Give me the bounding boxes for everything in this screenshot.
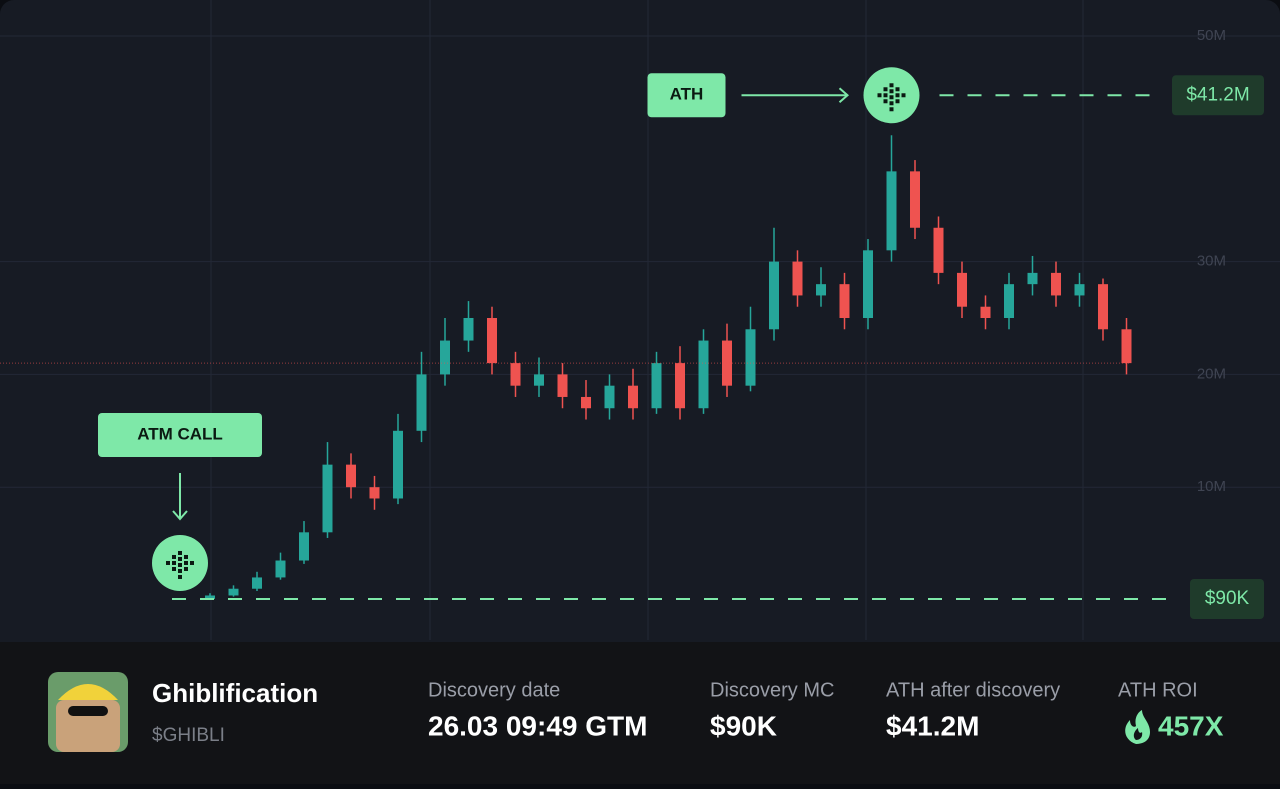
logo-pixel [889,89,894,94]
logo-pixel [877,93,882,98]
logo-pixel [178,568,182,573]
candle-body [769,261,779,330]
stat-label: ATH after discovery [886,679,1060,701]
logo-pixel [889,95,894,100]
logo-pixel [172,554,176,559]
value-label: $41.2M [1186,84,1249,105]
candle-body [322,464,333,533]
candle-body [1074,284,1085,296]
candle-body [369,487,380,499]
logo-pixel [889,83,894,88]
y-tick-label: 10M [1197,478,1226,495]
candle-body [299,532,309,561]
plot: 10M 20M 30M 50M [0,27,1280,600]
value-label-box [1190,578,1264,619]
candle-body [1004,284,1014,318]
candle-body [205,595,215,599]
candle-body [228,588,239,596]
logo-pixel [190,560,194,565]
logo-pixel [895,93,900,98]
candle-body [1027,272,1038,285]
candle-body [510,363,521,386]
logo-pixel [883,87,888,92]
candle-body [745,329,756,386]
stat-value: $41.2M [886,710,979,741]
arrow-head [172,510,188,521]
candle-body [463,318,474,341]
candle-body [839,284,850,318]
logo-pixel [889,101,894,106]
stat-value: 457X [1158,710,1224,741]
candle-body [886,171,897,251]
arrow-head [838,87,850,104]
logo-pixel [883,93,888,98]
token-ticker: $GHIBLI [152,725,225,746]
candle-body [933,227,944,273]
candle-body [604,385,615,409]
y-tick-label: 30M [1197,253,1226,270]
candle-body [698,340,709,409]
logo-pixel [184,554,188,559]
candle-body [487,318,497,364]
candle-body [863,250,873,318]
annotation-box [647,73,726,118]
candle-body [792,261,803,296]
stat-value: 26.03 09:49 GTM [428,710,647,741]
candle-body [393,430,403,499]
logo-pixel [184,566,188,571]
candle-body [557,374,568,397]
logo-pixel [883,99,888,104]
candle-body [651,363,662,409]
candle-body [252,577,262,589]
value-label: $90K [1205,588,1250,609]
y-tick-label: 20M [1197,365,1226,382]
candle-body [628,385,638,409]
stat-label: Discovery date [428,679,560,701]
candle-body [440,340,450,375]
candle-body [1051,272,1061,296]
y-tick-label: 50M [1197,27,1226,44]
logo-pixel [895,87,900,92]
candle-body [910,171,920,228]
logo-pixel [901,93,906,98]
candle-body [534,374,544,386]
candle-body [957,272,967,307]
logo-pixel [172,560,176,565]
value-label-box [1172,75,1264,116]
logo-pixel [172,566,176,571]
logo-pixel [178,550,182,555]
annotations: ATM CALL $90K ATH $41.2M [98,67,1264,619]
flame-icon [1125,710,1150,744]
annotation-box [98,412,262,457]
candle-body [581,396,591,409]
logo-pixel [178,562,182,567]
avatar-hat [58,684,118,700]
candle-body [980,306,991,318]
candle-body [346,464,356,488]
logo-pixel [178,556,182,561]
annotation-text: ATM CALL [137,424,223,443]
stat-label: Discovery MC [710,679,834,701]
stat-value: $90K [710,710,777,741]
avatar-glasses [68,706,108,716]
logo-pixel [178,574,182,579]
stat-label: ATH ROI [1118,679,1198,701]
candle-body [416,374,427,431]
logo-pixel [184,560,188,565]
footer-bg [0,642,1280,784]
candle-body [275,560,286,578]
candle-body [816,284,826,296]
candle-body [1121,329,1132,364]
token-name: Ghiblification [152,678,318,708]
logo-pixel [166,560,170,565]
candle-body [1098,284,1108,330]
logo-pixel [895,99,900,104]
annotation-text: ATH [670,85,704,104]
logo-pixel [889,107,894,112]
candle-body [675,363,685,409]
